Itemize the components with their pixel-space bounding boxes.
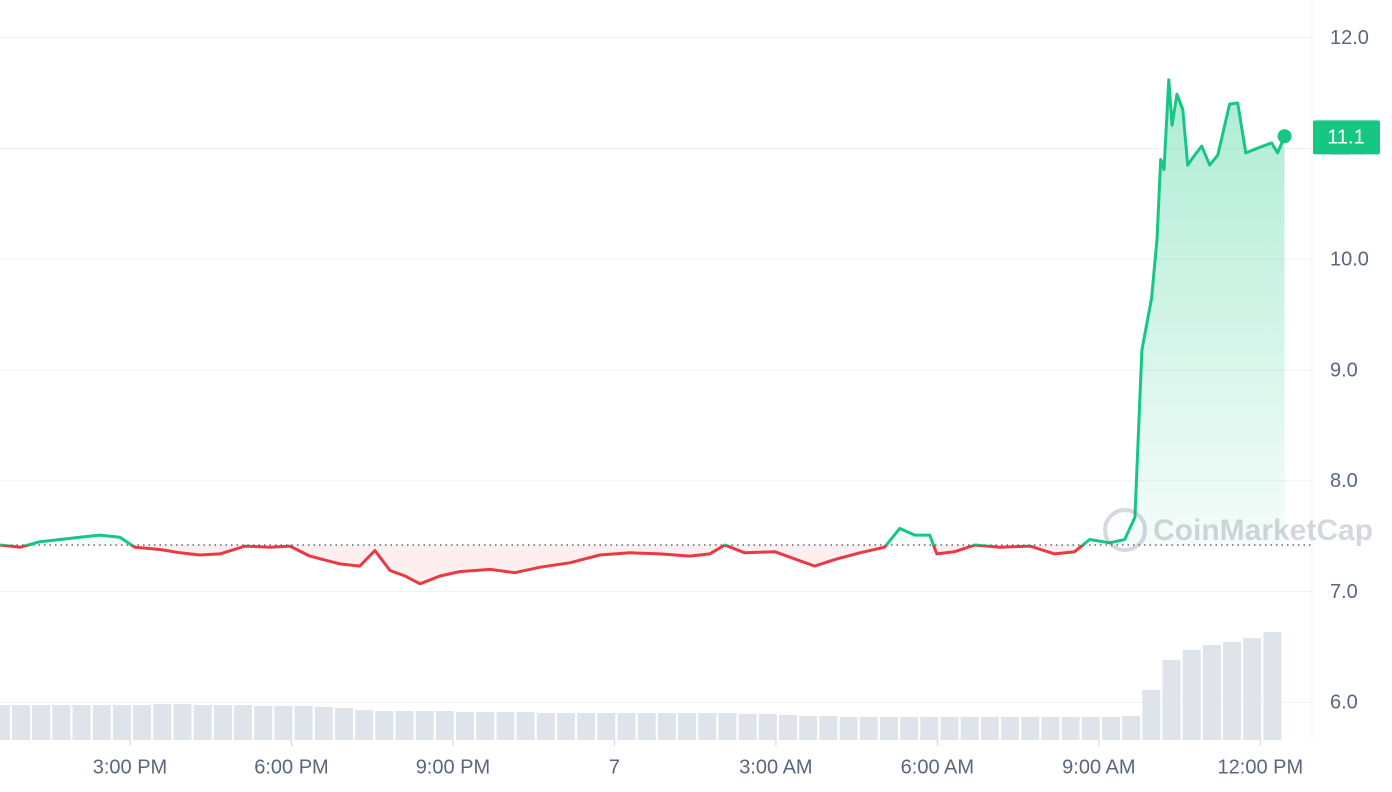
volume-bar (1101, 717, 1120, 740)
volume-bar (112, 705, 131, 740)
volume-bar (738, 714, 757, 740)
volume-bar (32, 705, 51, 740)
volume-bar (577, 713, 596, 740)
volume-bar (496, 712, 515, 740)
volume-bar (456, 712, 475, 740)
volume-bar (52, 705, 71, 740)
volume-bar (355, 710, 374, 740)
y-tick-label: 9.0 (1330, 359, 1358, 381)
volume-bar (920, 717, 939, 740)
area-down (0, 545, 1285, 584)
volume-bar (133, 705, 152, 740)
x-tick-label: 12:00 PM (1218, 756, 1304, 778)
volume-bar (193, 705, 212, 740)
volume-bar (859, 717, 878, 740)
volume-bar (234, 705, 253, 740)
area-up (0, 79, 1285, 546)
volume-bar (435, 711, 454, 740)
volume-bar (637, 713, 656, 740)
volume-bar (1081, 717, 1100, 740)
volume-bar (1142, 690, 1161, 740)
volume-bar (799, 716, 818, 740)
volume-bar (314, 707, 333, 740)
volume-bar (1061, 717, 1080, 740)
volume-bar (900, 717, 919, 740)
volume-bar (657, 713, 676, 740)
x-tick-label: 7 (609, 756, 620, 778)
volume-bar (779, 715, 798, 740)
volume-bar (213, 705, 232, 740)
volume-bar (0, 705, 10, 740)
volume-bar (72, 705, 91, 740)
volume-bar (92, 705, 111, 740)
y-tick-label: 6.0 (1330, 692, 1358, 714)
volume-bar (1263, 632, 1282, 740)
volume-bar (274, 706, 293, 740)
volume-bar (1001, 717, 1020, 740)
volume-bar (1243, 638, 1262, 740)
volume-bar (839, 717, 858, 740)
volume-bar (1041, 717, 1060, 740)
volume-bar (375, 711, 394, 740)
volume-bar (597, 713, 616, 740)
volume-bar (395, 711, 414, 740)
volume-bar (617, 713, 636, 740)
volume-bar (516, 712, 535, 740)
volume-bar (879, 717, 898, 740)
volume-bar (1182, 650, 1201, 740)
volume-bar (556, 713, 575, 740)
volume-bar (678, 713, 697, 740)
y-tick-label: 7.0 (1330, 581, 1358, 603)
watermark-logo (1103, 508, 1147, 552)
y-tick-label: 8.0 (1330, 470, 1358, 492)
volume-bar (476, 712, 495, 740)
volume-bar (698, 713, 717, 740)
x-tick-label: 6:00 PM (254, 756, 328, 778)
price-line-down (0, 545, 1086, 586)
price-line-up (0, 78, 1286, 546)
volume-bar (980, 717, 999, 740)
x-tick-label: 6:00 AM (901, 756, 974, 778)
volume-bar (536, 713, 555, 740)
volume-bar (758, 714, 777, 740)
volume-bar (294, 706, 313, 740)
volume-bar (334, 708, 353, 740)
volume-bar (1162, 660, 1181, 740)
volume-bar (1202, 645, 1221, 740)
y-tick-label: 10.0 (1330, 249, 1369, 271)
volume-bar (153, 704, 172, 740)
price-badge (1313, 120, 1380, 155)
last-point (1277, 129, 1292, 144)
x-tick-label: 9:00 AM (1062, 756, 1135, 778)
x-tick-label: 3:00 AM (739, 756, 812, 778)
price-badge-label: 11.1 (1327, 127, 1364, 149)
x-tick-label: 9:00 PM (416, 756, 490, 778)
volume-bar (1021, 717, 1040, 740)
volume-bar (940, 717, 959, 740)
volume-bar (1122, 716, 1141, 740)
volume-bar (173, 704, 192, 740)
volume-bar (1223, 642, 1242, 740)
volume-bar (819, 716, 838, 740)
volume-bar (254, 706, 273, 740)
watermark-text: CoinMarketCap (1153, 514, 1373, 547)
volume-bar (11, 705, 30, 740)
x-tick-label: 3:00 PM (93, 756, 167, 778)
volume-bar (415, 711, 434, 740)
volume-bar (718, 713, 737, 740)
y-tick-label: 12.0 (1330, 27, 1369, 49)
watermark: CoinMarketCap (1103, 508, 1373, 552)
volume-bar (960, 717, 979, 740)
